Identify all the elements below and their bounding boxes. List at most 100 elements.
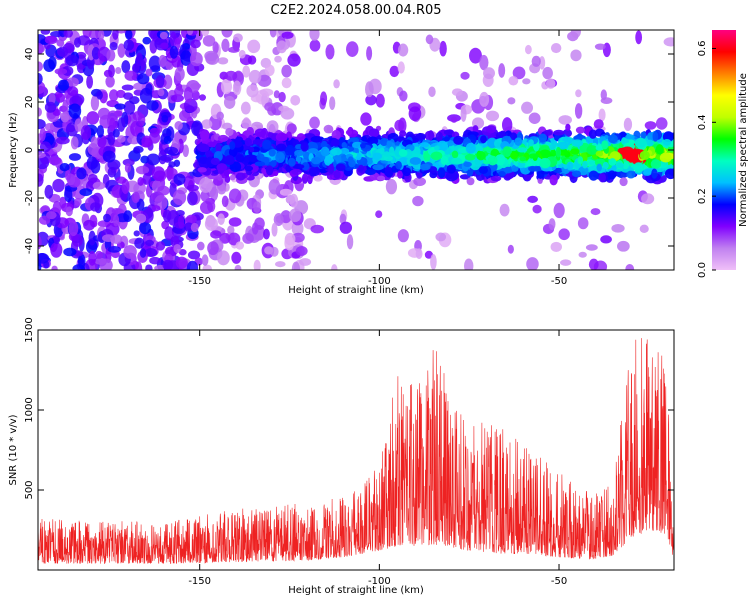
- spectrogram-cell: [346, 234, 354, 250]
- spectrogram-cell: [494, 154, 506, 166]
- spectrogram-cell: [590, 208, 601, 216]
- spectrogram-cell: [479, 54, 489, 71]
- spectrogram-cell: [476, 150, 486, 161]
- spectrogram-cell: [251, 222, 259, 235]
- spectrogram-cell: [365, 168, 376, 175]
- spectrogram-cell: [169, 45, 179, 59]
- spectrogram-cell: [502, 117, 513, 133]
- spectrogram-cell: [90, 136, 98, 149]
- spectrogram-cell: [408, 106, 422, 121]
- spectrogram-cell: [135, 213, 147, 224]
- spectrogram-cell: [134, 237, 145, 249]
- spectrogram-cell: [38, 152, 46, 159]
- spectrogram-cell: [557, 141, 569, 150]
- spectrogram-cell: [311, 156, 322, 165]
- spectrogram-cell: [420, 142, 430, 148]
- spectrogram-cell: [465, 142, 476, 154]
- spectrogram-cell: [112, 214, 120, 227]
- spectrogram-cell: [167, 209, 180, 226]
- spectrogram-cell: [485, 110, 500, 122]
- spectrogram-cell: [175, 256, 188, 269]
- spectrogram-cell: [137, 73, 150, 85]
- spectrogram-cell: [244, 137, 253, 147]
- spectrogram-cell: [63, 30, 74, 38]
- spectrogram-cell: [565, 123, 571, 132]
- spectrogram-cell: [253, 259, 261, 270]
- spectrogram-cell: [187, 191, 198, 206]
- spectrogram-cell: [260, 127, 269, 139]
- spectrogram-cells: [38, 30, 674, 270]
- spectrogram-cell: [108, 64, 115, 78]
- spectrogram-cell: [240, 101, 251, 115]
- spectrogram-cell: [281, 77, 292, 89]
- spectrogram-cell: [499, 203, 510, 217]
- spectrogram-cell: [90, 95, 100, 111]
- spectrogram-cell: [502, 146, 512, 158]
- spectrogram-cell: [63, 247, 77, 257]
- spectrogram-cell: [498, 170, 506, 177]
- colorbar-tick-label: 0.0: [697, 262, 708, 278]
- spectrogram-cell: [179, 110, 191, 122]
- spectrogram-cell: [223, 95, 236, 109]
- spectrogram-cell: [600, 235, 612, 244]
- spectrogram-cell: [134, 261, 143, 270]
- spectrogram-cell: [105, 75, 115, 88]
- spectrogram-cell: [157, 88, 165, 97]
- spectrogram-cell: [221, 30, 233, 38]
- spectrogram-cell: [582, 160, 588, 169]
- spectrogram-cell: [435, 131, 443, 141]
- spectrogram-cell: [44, 184, 54, 199]
- spectrogram-cell: [331, 129, 341, 140]
- spectrogram-cell: [117, 135, 126, 143]
- spectrogram-cell: [623, 117, 633, 132]
- spectrogram-cell: [570, 148, 580, 155]
- y-tick-label: 40: [24, 48, 35, 61]
- spectrogram-cell: [641, 193, 655, 205]
- spectrogram-cell: [634, 137, 647, 148]
- snr-ylabel: SNR (10 * v/v): [8, 414, 19, 485]
- spectrogram-ylabel: Frequency (Hz): [8, 112, 19, 188]
- spectrogram-cell: [419, 163, 431, 171]
- spectrogram-cell: [201, 254, 209, 266]
- spectrogram-cell: [283, 146, 296, 156]
- spectrogram-cell: [659, 152, 672, 163]
- spectrogram-cell: [123, 244, 137, 259]
- spectrogram-cell: [397, 61, 405, 74]
- spectrogram-cell: [508, 76, 519, 86]
- spectrogram-cell: [528, 153, 540, 159]
- spectrogram-cell: [133, 182, 146, 195]
- spectrogram-cell: [478, 166, 489, 174]
- spectrogram-cell: [526, 257, 539, 270]
- spectrogram-cell: [607, 170, 617, 180]
- spectrogram-cell: [460, 71, 470, 80]
- spectrogram-cell: [70, 136, 79, 150]
- spectrogram-cell: [409, 157, 422, 165]
- spectrogram-cell: [96, 125, 105, 138]
- spectrogram-cell: [351, 141, 363, 149]
- spectrogram-cell: [664, 168, 674, 180]
- x-tick-label: -50: [551, 576, 567, 587]
- spectrogram-cell: [630, 154, 637, 160]
- spectrogram-cell: [221, 38, 230, 52]
- spectrogram-cell: [68, 103, 82, 119]
- spectrogram-cell: [170, 94, 184, 103]
- spectrogram-cell: [259, 88, 274, 97]
- spectrogram-cell: [635, 30, 643, 45]
- spectrogram-cell: [210, 157, 220, 166]
- spectrogram-cell: [133, 145, 144, 154]
- spectrogram-cell: [397, 43, 409, 57]
- spectrogram-cell: [217, 213, 225, 225]
- spectrogram-cell: [525, 44, 532, 55]
- y-tick-label: 500: [24, 480, 35, 499]
- spectrogram-cell: [601, 140, 609, 150]
- spectrogram-cell: [142, 36, 152, 45]
- spectrogram-cell: [295, 245, 308, 256]
- spectrogram-cell: [264, 102, 275, 112]
- spectrogram-cell: [190, 39, 201, 49]
- spectrogram-cell: [117, 117, 126, 132]
- spectrogram-cell: [220, 78, 233, 95]
- spectrogram-cell: [339, 221, 353, 234]
- spectrogram-cell: [133, 230, 140, 237]
- spectrogram-cell: [586, 145, 598, 155]
- spectrogram-cell: [275, 152, 285, 163]
